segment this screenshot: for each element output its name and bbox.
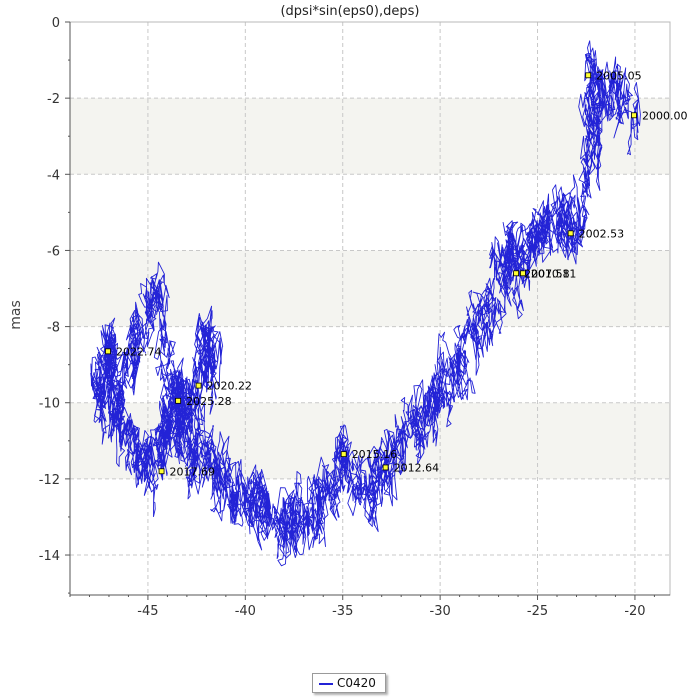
chart-title: (dpsi*sin(eps0),deps) bbox=[280, 4, 419, 19]
y-tick-label: -8 bbox=[47, 321, 60, 336]
x-tick-label: -40 bbox=[235, 604, 256, 619]
annotation-label: 2015.16 bbox=[352, 448, 398, 461]
y-tick-label: -10 bbox=[39, 397, 60, 412]
series-line-C0420 bbox=[90, 40, 641, 567]
annotation-marker bbox=[567, 230, 574, 237]
annotation-marker bbox=[158, 468, 165, 475]
x-tick-label: -35 bbox=[332, 604, 353, 619]
annotation-marker bbox=[195, 382, 202, 389]
annotation-label: 2002.53 bbox=[579, 227, 625, 240]
annotation-label: 2017.69 bbox=[170, 465, 216, 478]
annotation-label: 2007.58 bbox=[524, 267, 570, 280]
annotation-marker bbox=[520, 270, 526, 277]
y-tick-label: -6 bbox=[47, 244, 60, 259]
annotation-label: 2012.64 bbox=[394, 461, 440, 474]
x-tick-label: -30 bbox=[430, 604, 451, 619]
plot-band bbox=[70, 98, 670, 175]
annotation-label: 2022.74 bbox=[116, 345, 162, 358]
annotation-marker bbox=[631, 112, 637, 119]
annotation-marker bbox=[585, 72, 592, 79]
y-tick-label: -14 bbox=[39, 549, 60, 564]
annotation-label: 2025.28 bbox=[186, 395, 232, 408]
annotation-label: 2020.22 bbox=[207, 380, 253, 393]
annotation-marker bbox=[382, 464, 389, 471]
y-tick-label: 0 bbox=[52, 16, 60, 31]
plot-band bbox=[70, 250, 670, 327]
legend: C0420 bbox=[312, 673, 386, 693]
y-tick-label: -12 bbox=[39, 473, 60, 488]
annotation-marker bbox=[105, 348, 111, 355]
x-tick-label: -25 bbox=[527, 604, 548, 619]
x-tick-label: -20 bbox=[624, 604, 645, 619]
legend-swatch bbox=[319, 683, 333, 685]
legend-label: C0420 bbox=[337, 676, 376, 690]
series-layer bbox=[90, 40, 641, 567]
x-tick-label: -45 bbox=[137, 604, 158, 619]
annotation-marker bbox=[175, 397, 182, 404]
annotation-marker bbox=[340, 451, 347, 458]
annotation-label: 2000.00 bbox=[642, 109, 688, 122]
y-tick-label: -2 bbox=[47, 92, 60, 107]
axes: -45 -40 -35 -30 -25 -20 0 -2 -4 -6 -8 -10 -12 -14 bbox=[39, 16, 670, 619]
y-tick-label: -4 bbox=[47, 168, 60, 183]
annotation-marker bbox=[513, 270, 520, 277]
y-axis-label: mas bbox=[8, 300, 24, 330]
annotation-label: 2005.05 bbox=[596, 69, 642, 82]
annotation-label: 2010.11 bbox=[531, 267, 577, 280]
